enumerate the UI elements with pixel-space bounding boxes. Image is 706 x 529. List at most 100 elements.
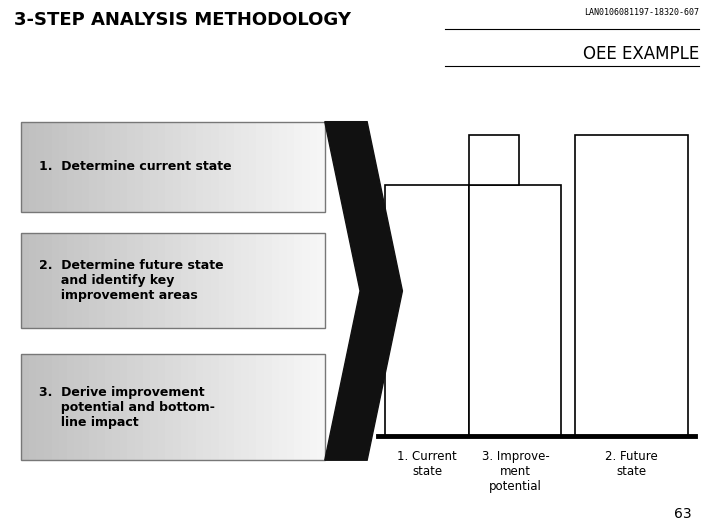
Bar	[150, 233, 158, 328]
Bar	[158, 354, 165, 460]
Bar	[97, 122, 104, 212]
Bar	[272, 122, 280, 212]
Text: 2.  Determine future state
     and identify key
     improvement areas: 2. Determine future state and identify k…	[39, 259, 224, 302]
Bar	[203, 122, 211, 212]
Bar	[143, 122, 150, 212]
Bar	[226, 354, 234, 460]
Bar	[272, 233, 280, 328]
Bar	[469, 135, 519, 185]
Text: OEE EXAMPLE: OEE EXAMPLE	[582, 45, 699, 63]
Bar	[317, 122, 325, 212]
Bar	[226, 233, 234, 328]
Bar	[181, 354, 188, 460]
Bar	[256, 122, 264, 212]
Bar	[310, 354, 317, 460]
Bar	[120, 122, 128, 212]
Bar	[90, 233, 97, 328]
Bar	[143, 354, 150, 460]
Bar	[66, 122, 74, 212]
Bar	[256, 233, 264, 328]
Bar	[234, 354, 241, 460]
Bar	[280, 233, 287, 328]
Bar	[241, 233, 249, 328]
Bar	[127, 122, 135, 212]
Bar	[104, 122, 112, 212]
Bar	[181, 233, 188, 328]
Bar	[196, 354, 203, 460]
Bar	[203, 354, 211, 460]
Bar	[173, 233, 181, 328]
Bar	[82, 233, 90, 328]
Bar	[280, 122, 287, 212]
Bar	[294, 354, 302, 460]
Bar	[120, 354, 128, 460]
Bar	[280, 354, 287, 460]
Bar	[264, 122, 272, 212]
Bar	[143, 233, 150, 328]
Bar	[310, 122, 317, 212]
Bar	[302, 354, 310, 460]
Bar	[59, 233, 66, 328]
Bar	[165, 122, 173, 212]
Bar	[317, 354, 325, 460]
Bar	[294, 233, 302, 328]
Bar	[104, 354, 112, 460]
Bar	[112, 354, 120, 460]
Bar	[37, 354, 44, 460]
Bar	[29, 233, 37, 328]
Bar	[21, 233, 29, 328]
Bar	[196, 233, 203, 328]
Bar	[249, 354, 256, 460]
Text: 2. Future
state: 2. Future state	[606, 450, 658, 478]
Bar	[264, 354, 272, 460]
Bar	[21, 122, 29, 212]
Bar	[52, 354, 59, 460]
Bar	[44, 354, 52, 460]
Polygon shape	[325, 122, 402, 460]
Bar	[74, 233, 82, 328]
Bar	[29, 122, 37, 212]
Bar	[150, 354, 158, 460]
Bar	[256, 354, 264, 460]
Bar	[44, 122, 52, 212]
Bar	[211, 233, 219, 328]
Bar	[52, 122, 59, 212]
Bar	[74, 122, 82, 212]
Text: 3.  Derive improvement
     potential and bottom-
     line impact: 3. Derive improvement potential and bott…	[39, 386, 215, 429]
Text: 63: 63	[674, 507, 692, 521]
Bar	[150, 122, 158, 212]
Bar	[234, 233, 241, 328]
Bar	[21, 354, 325, 460]
Bar	[287, 122, 294, 212]
Bar	[241, 122, 249, 212]
Text: LAN0106081197-18320-607: LAN0106081197-18320-607	[584, 8, 699, 17]
Bar	[173, 354, 181, 460]
Bar	[21, 233, 325, 328]
Bar	[287, 354, 294, 460]
Bar	[219, 233, 226, 328]
Bar	[74, 354, 82, 460]
Bar	[234, 122, 241, 212]
Bar	[385, 185, 469, 436]
Bar	[127, 233, 135, 328]
Bar	[575, 135, 688, 436]
Bar	[29, 354, 37, 460]
Bar	[249, 233, 256, 328]
Bar	[211, 354, 219, 460]
Bar	[59, 354, 66, 460]
Bar	[219, 354, 226, 460]
Bar	[120, 233, 128, 328]
Bar	[82, 354, 90, 460]
Bar	[264, 233, 272, 328]
Bar	[127, 354, 135, 460]
Bar	[158, 233, 165, 328]
Bar	[211, 122, 219, 212]
Text: 3. Improve-
ment
potential: 3. Improve- ment potential	[481, 450, 549, 492]
Bar	[66, 233, 74, 328]
Bar	[135, 233, 143, 328]
Bar	[189, 122, 196, 212]
Bar	[52, 233, 59, 328]
Bar	[135, 122, 143, 212]
Bar	[104, 233, 112, 328]
Bar	[249, 122, 256, 212]
